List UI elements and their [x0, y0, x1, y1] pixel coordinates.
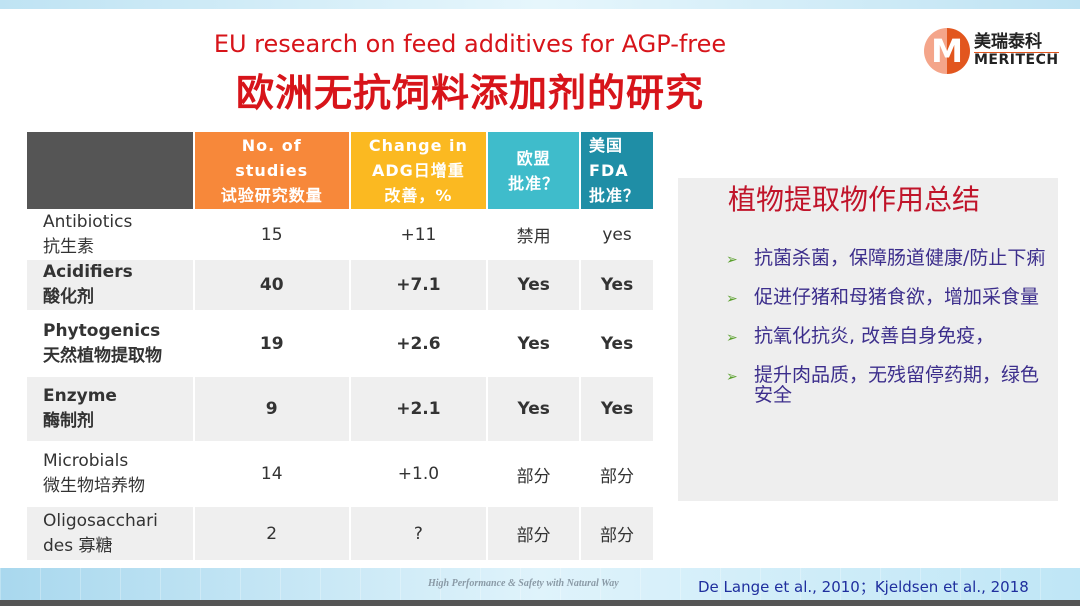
adg-cell: +2.1: [349, 377, 489, 441]
additive-name: Enzyme 酶制剂: [27, 377, 195, 441]
eu-cell: 部分: [487, 441, 582, 507]
additive-name: Acidifiers 酸化剂: [27, 260, 195, 310]
summary-bullet: ➢ 抗氧化抗炎, 改善自身免疫，: [726, 326, 1046, 348]
eu-cell: Yes: [487, 260, 582, 310]
fda-cell: 部分: [580, 507, 655, 560]
bullet-text: 抗氧化抗炎, 改善自身免疫，: [754, 325, 995, 347]
bullet-text: 促进仔猪和母猪食欲，增加采食量: [754, 286, 1040, 308]
table-row: Acidifiers 酸化剂 40 +7.1 Yes Yes: [27, 260, 655, 310]
eu-cell: 禁用: [487, 209, 582, 260]
title-english: EU research on feed additives for AGP-fr…: [213, 30, 727, 58]
studies-cell: 15: [193, 209, 351, 260]
summary-panel: 植物提取物作用总结 ➢ 抗菌杀菌，保障肠道健康/防止下痢 ➢ 促进仔猪和母猪食欲，增加…: [678, 178, 1058, 501]
fda-cell: Yes: [580, 377, 655, 441]
adg-cell: +1.0: [349, 441, 489, 507]
title-chinese: 欧洲无抗饲料添加剂的研究: [235, 71, 704, 115]
additive-name: Phytogenics 天然植物提取物: [27, 310, 195, 377]
eu-cell: 部分: [487, 507, 582, 560]
logo-mark: M: [924, 28, 970, 74]
fda-cell: Yes: [580, 310, 655, 377]
table-row: Oligosacchari des 寡糖 2 ? 部分 部分: [27, 507, 655, 560]
table-row: Phytogenics 天然植物提取物 19 +2.6 Yes Yes: [27, 310, 655, 377]
additive-name: Microbials 微生物培养物: [27, 441, 195, 507]
adg-cell: +2.6: [349, 310, 489, 377]
eu-cell: Yes: [487, 377, 582, 441]
summary-bullet: ➢ 促进仔猪和母猪食欲，增加采食量: [726, 287, 1046, 309]
header-studies: No. of studies 试验研究数量: [193, 132, 351, 209]
fda-cell: Yes: [580, 260, 655, 310]
additive-name: Oligosacchari des 寡糖: [27, 507, 195, 560]
studies-cell: 14: [193, 441, 351, 507]
meritech-logo: M 美瑞泰科 MERITECH: [924, 28, 1059, 74]
table-row: Microbials 微生物培养物 14 +1.0 部分 部分: [27, 441, 655, 507]
arrow-bullet-icon: ➢: [726, 252, 738, 268]
studies-cell: 2: [193, 507, 351, 560]
citation: De Lange et al., 2010；Kjeldsen et al., 2…: [698, 578, 1029, 596]
header-fda: 美国 FDA 批准？: [580, 132, 655, 209]
logo-cn: 美瑞泰科: [974, 33, 1059, 54]
fda-cell: 部分: [580, 441, 655, 507]
summary-title: 植物提取物作用总结: [728, 183, 981, 216]
adg-cell: ?: [349, 507, 489, 560]
studies-cell: 40: [193, 260, 351, 310]
fda-cell: yes: [580, 209, 655, 260]
header-adg: Change in ADG日增重 改善，%: [349, 132, 489, 209]
studies-cell: 9: [193, 377, 351, 441]
arrow-bullet-icon: ➢: [726, 369, 738, 385]
table-row: Antibiotics 抗生素 15 +11 禁用 yes: [27, 209, 655, 260]
logo-en: MERITECH: [974, 52, 1059, 69]
slogan: High Performance & Safety with Natural W…: [428, 578, 619, 589]
studies-cell: 19: [193, 310, 351, 377]
additives-table: No. of studies 试验研究数量 Change in ADG日增重 改善，% …: [27, 132, 655, 560]
arrow-bullet-icon: ➢: [726, 330, 738, 346]
summary-bullet: ➢ 抗菌杀菌，保障肠道健康/防止下痢: [726, 248, 1046, 270]
summary-bullet: ➢ 提升肉品质，无残留停药期，绿色安全: [726, 365, 1046, 405]
bullet-text: 抗菌杀菌，保障肠道健康/防止下痢: [754, 247, 1046, 269]
header-blank: [27, 132, 195, 209]
bullet-text: 提升肉品质，无残留停药期，绿色安全: [754, 364, 1040, 406]
eu-cell: Yes: [487, 310, 582, 377]
adg-cell: +7.1: [349, 260, 489, 310]
adg-cell: +11: [349, 209, 489, 260]
additive-name: Antibiotics 抗生素: [27, 209, 195, 260]
arrow-bullet-icon: ➢: [726, 291, 738, 307]
bottom-decor-bar: [0, 568, 1080, 600]
top-decor-bar: [0, 0, 1080, 9]
table-row: Enzyme 酶制剂 9 +2.1 Yes Yes: [27, 377, 655, 441]
header-eu: 欧盟 批准？: [487, 132, 582, 209]
bottom-line: [0, 600, 1080, 606]
